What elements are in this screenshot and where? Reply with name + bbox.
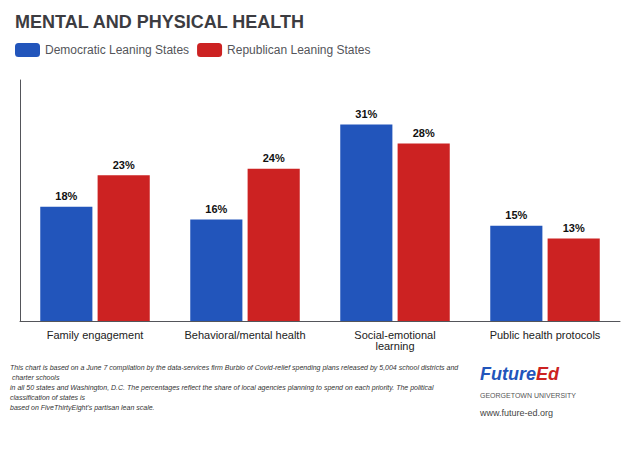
svg-text:28%: 28% — [413, 127, 435, 139]
svg-text:Social-emotional: Social-emotional — [354, 328, 436, 341]
svg-text:www.future-ed.org: www.future-ed.org — [479, 408, 553, 418]
svg-text:GEORGETOWN UNIVERSITY: GEORGETOWN UNIVERSITY — [480, 392, 576, 399]
svg-text:charter schools: charter schools — [10, 374, 60, 381]
svg-text:MENTAL AND PHYSICAL HEALTH: MENTAL AND PHYSICAL HEALTH — [15, 12, 304, 32]
svg-text:24%: 24% — [263, 152, 285, 164]
svg-text:Republican Leaning States: Republican Leaning States — [227, 43, 370, 57]
svg-text:18%: 18% — [55, 190, 77, 202]
svg-text:in all 50 states and Washingto: in all 50 states and Washington, D.C. Th… — [10, 384, 435, 392]
svg-text:23%: 23% — [113, 159, 135, 171]
svg-text:13%: 13% — [563, 222, 585, 234]
svg-text:classification of states is: classification of states is — [10, 394, 86, 401]
svg-text:This chart is based on a June: This chart is based on a June 7 compilat… — [10, 364, 459, 372]
svg-text:15%: 15% — [505, 209, 527, 221]
svg-text:Democratic Leaning States: Democratic Leaning States — [45, 43, 189, 57]
svg-text:Public health protocols: Public health protocols — [490, 329, 601, 341]
svg-text:31%: 31% — [355, 108, 377, 120]
svg-text:learning: learning — [375, 340, 414, 352]
svg-text:Ed: Ed — [536, 364, 560, 384]
svg-text:16%: 16% — [205, 203, 227, 215]
svg-text:Family engagement: Family engagement — [47, 329, 144, 341]
svg-text:Behavioral/mental health: Behavioral/mental health — [184, 329, 305, 341]
svg-text:based on FiveThirtyEight's par: based on FiveThirtyEight's partisan lean… — [10, 404, 155, 412]
svg-text:Future: Future — [480, 364, 536, 384]
